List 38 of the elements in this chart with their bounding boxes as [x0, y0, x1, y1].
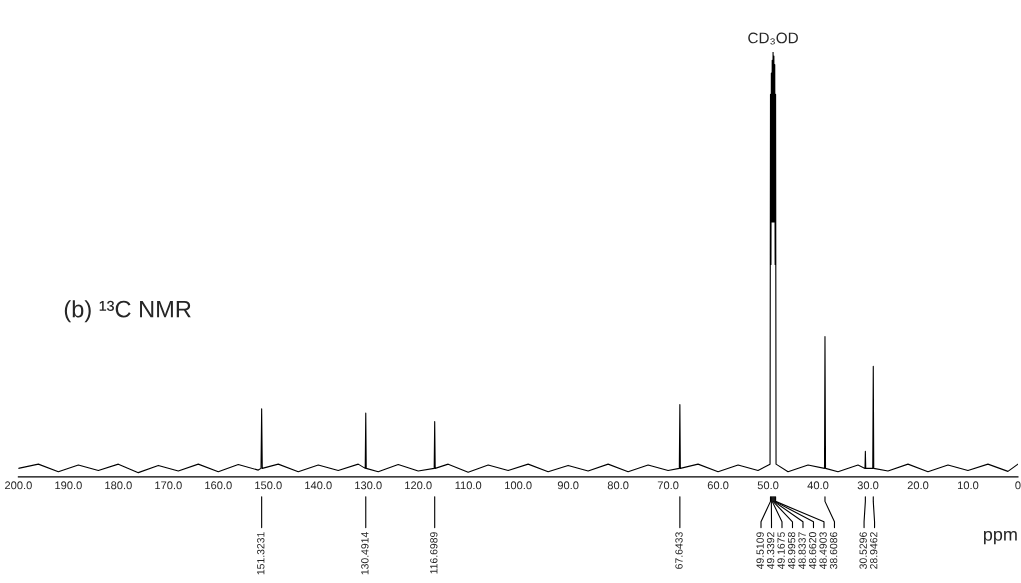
x-tick-label: 30.0	[857, 481, 879, 490]
x-tick-label: 20.0	[907, 481, 929, 490]
x-tick-label: 60.0	[707, 481, 729, 490]
x-tick-label: 160.0	[205, 481, 232, 490]
text: 49.3392	[766, 532, 775, 570]
text: 151.3231	[257, 532, 265, 575]
x-tick-label: 50.0	[757, 481, 779, 490]
x-tick-label: 130.0	[355, 481, 382, 490]
x-axis-title: ppm	[983, 530, 1017, 545]
x-tick-label: 110.0	[455, 481, 482, 490]
x-tick-label: 10.0	[957, 481, 979, 490]
text: 67.6433	[675, 532, 683, 569]
text: 48.6620	[808, 532, 817, 570]
text: 48.8337	[798, 532, 806, 570]
text: 48.4903	[819, 532, 827, 570]
text: 30.5296	[859, 532, 867, 569]
x-tick-label: 90.0	[557, 481, 579, 490]
text: 38.6086	[829, 532, 838, 569]
text: 130.4914	[361, 532, 369, 575]
x-tick-label: 0	[1015, 481, 1021, 490]
text: 28.9462	[869, 532, 878, 569]
text: 116.6989	[430, 532, 438, 574]
x-tick-label: 70.0	[657, 481, 679, 490]
x-tick-label: 170.0	[155, 481, 182, 490]
text: 49.1675	[777, 532, 785, 570]
text: (b) ¹³C NMR	[64, 300, 191, 323]
x-tick-label: 80.0	[607, 481, 629, 490]
text: CD₃OD	[748, 32, 798, 45]
x-tick-label: 200.0	[5, 481, 32, 490]
x-tick-label: 40.0	[807, 481, 829, 490]
x-tick-label: 100.0	[505, 481, 532, 490]
text: 48.9958	[787, 532, 796, 570]
text: 49.5109	[756, 532, 764, 570]
x-tick-label: 150.0	[255, 481, 282, 490]
x-tick-label: 180.0	[105, 481, 132, 490]
x-tick-label: 120.0	[405, 481, 432, 490]
x-tick-label: 190.0	[55, 481, 82, 490]
x-tick-label: 140.0	[305, 481, 332, 490]
